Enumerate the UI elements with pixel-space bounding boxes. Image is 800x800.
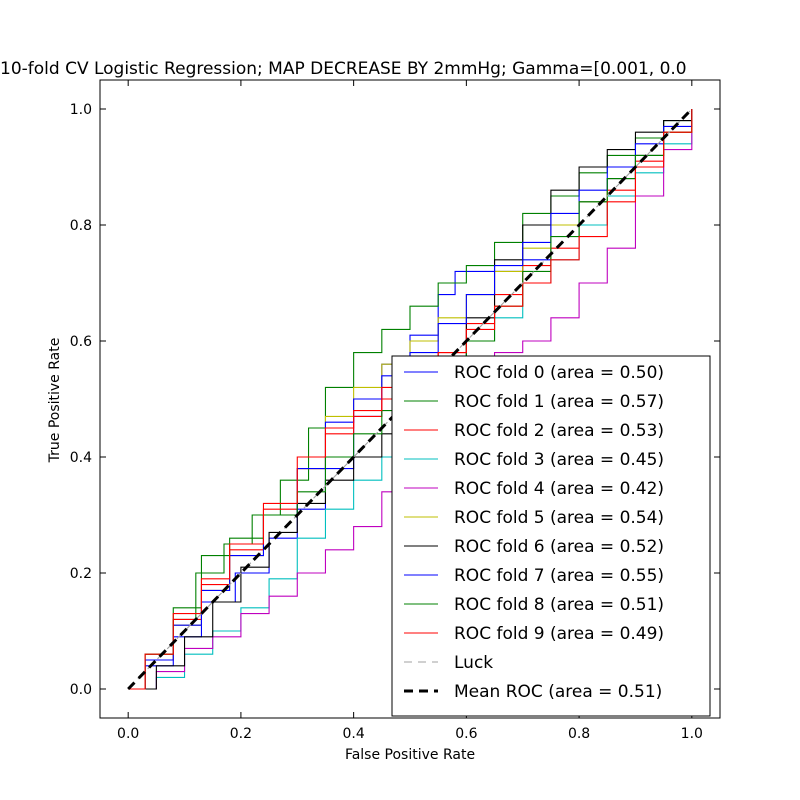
legend-label-3: ROC fold 3 (area = 0.45)	[454, 450, 664, 470]
legend-label-8: ROC fold 8 (area = 0.51)	[454, 595, 664, 615]
y-tick-label-4: 0.8	[70, 218, 92, 234]
legend-label-0: ROC fold 0 (area = 0.50)	[454, 363, 664, 383]
legend-label-4: ROC fold 4 (area = 0.42)	[454, 479, 664, 499]
legend-label-6: ROC fold 6 (area = 0.52)	[454, 537, 664, 557]
chart-title: 10-fold CV Logistic Regression; MAP DECR…	[0, 59, 687, 79]
legend-label-2: ROC fold 2 (area = 0.53)	[454, 421, 664, 441]
legend-label-10: Luck	[454, 653, 493, 673]
x-tick-label-1: 0.2	[230, 726, 252, 742]
series-line-10	[127, 108, 693, 690]
y-tick-label-5: 1.0	[70, 102, 92, 118]
plot-frame	[99, 79, 721, 719]
legend-label-7: ROC fold 7 (area = 0.55)	[454, 566, 664, 586]
y-tick-label-3: 0.6	[70, 334, 92, 350]
x-tick-label-4: 0.8	[568, 726, 590, 742]
y-axis-ticks: 0.0 0.2 0.4 0.6 0.8 1.0	[70, 102, 720, 698]
y-axis-label: True Positive Rate	[47, 338, 63, 464]
legend: ROC fold 0 (area = 0.50) ROC fold 1 (area…	[391, 355, 711, 717]
legend-label-5: ROC fold 5 (area = 0.54)	[454, 508, 664, 528]
legend-label-9: ROC fold 9 (area = 0.49)	[454, 624, 664, 644]
y-tick-label-1: 0.2	[70, 566, 92, 582]
x-tick-label-2: 0.4	[343, 726, 365, 742]
x-tick-label-0: 0.0	[117, 726, 139, 742]
legend-label-11: Mean ROC (area = 0.51)	[454, 682, 662, 702]
x-axis-label: False Positive Rate	[345, 747, 475, 763]
x-axis-ticks: 0.0 0.2 0.4 0.6 0.8 1.0	[117, 80, 703, 742]
x-tick-label-3: 0.6	[455, 726, 477, 742]
y-tick-label-0: 0.0	[70, 682, 92, 698]
legend-label-1: ROC fold 1 (area = 0.57)	[454, 392, 664, 412]
y-tick-label-2: 0.4	[70, 450, 92, 466]
legend-box	[391, 355, 711, 717]
x-tick-label-5: 1.0	[681, 726, 703, 742]
